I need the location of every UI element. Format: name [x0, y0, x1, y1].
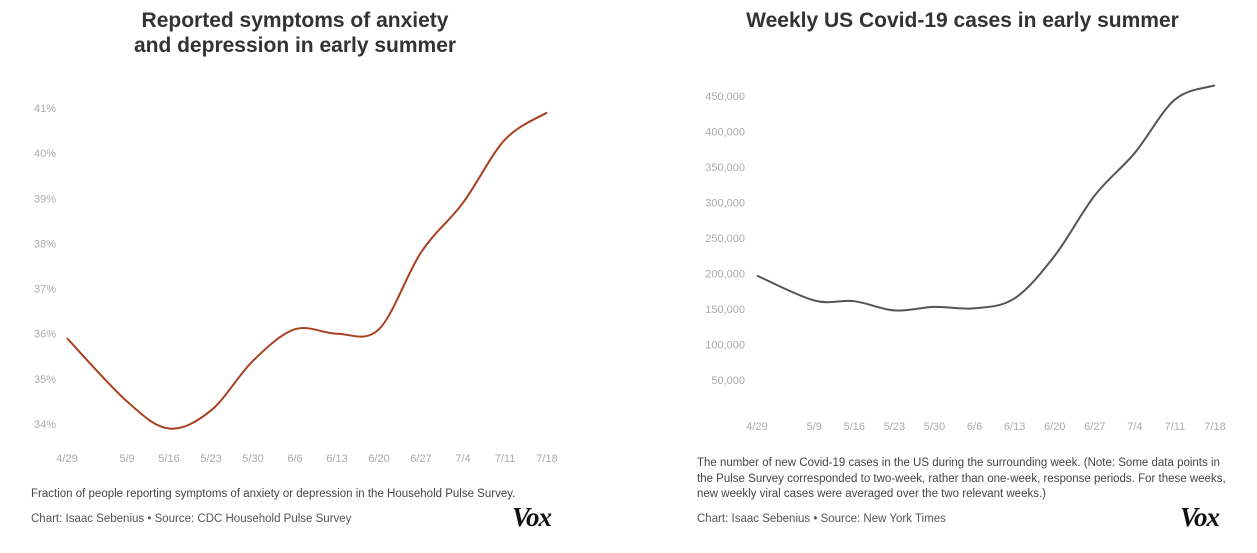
x-tick-label: 6/13 — [1004, 421, 1025, 433]
vox-logo: Vox — [1180, 502, 1220, 532]
chart-1-note: Fraction of people reporting symptoms of… — [31, 488, 516, 500]
x-tick-label: 5/16 — [158, 453, 179, 465]
y-tick-label: 34% — [34, 419, 56, 431]
y-tick-label: 400,000 — [705, 127, 745, 139]
x-tick-label: 6/27 — [1084, 421, 1105, 433]
y-tick-label: 38% — [34, 238, 56, 250]
x-tick-label: 6/6 — [287, 453, 302, 465]
y-tick-label: 36% — [34, 329, 56, 341]
vox-logo: Vox — [512, 502, 552, 532]
x-tick-label: 5/9 — [807, 421, 822, 433]
y-tick-label: 300,000 — [705, 198, 745, 210]
x-tick-label: 6/20 — [368, 453, 389, 465]
y-tick-label: 450,000 — [705, 91, 745, 103]
x-tick-label: 7/11 — [1165, 421, 1186, 433]
x-tick-label: 4/29 — [56, 453, 77, 465]
series-line — [756, 84, 1216, 312]
y-tick-label: 37% — [34, 284, 56, 296]
x-tick-label: 4/29 — [746, 421, 767, 433]
chart-2-title-line: Weekly US Covid-19 cases in early summer — [746, 9, 1179, 32]
x-tick-label: 5/16 — [844, 421, 865, 433]
y-tick-label: 250,000 — [705, 233, 745, 245]
chart-1-title-line: Reported symptoms of anxiety — [141, 9, 449, 32]
x-tick-label: 6/6 — [967, 421, 982, 433]
y-tick-label: 150,000 — [705, 304, 745, 316]
x-tick-label: 6/20 — [1044, 421, 1065, 433]
chart-2-note: The number of new Covid-19 cases in the … — [697, 457, 1226, 500]
y-tick-label: 35% — [34, 374, 56, 386]
y-tick-label: 350,000 — [705, 162, 745, 174]
x-tick-label: 5/23 — [200, 453, 221, 465]
chart-1-title-line: and depression in early summer — [133, 34, 457, 57]
x-tick-label: 5/9 — [119, 453, 134, 465]
x-tick-label: 6/13 — [326, 453, 347, 465]
x-tick-label: 7/11 — [495, 453, 516, 465]
x-tick-label: 5/30 — [242, 453, 263, 465]
chart-2-credit: Chart: Isaac Sebenius • Source: New York… — [697, 513, 946, 525]
chart-1-title: Reported symptoms of anxiety and depress… — [60, 8, 530, 58]
x-tick-label: 7/18 — [536, 453, 557, 465]
series-line — [66, 111, 548, 430]
chart-1-credit: Chart: Isaac Sebenius • Source: CDC Hous… — [31, 513, 352, 525]
x-tick-label: 5/30 — [924, 421, 945, 433]
x-tick-label: 7/18 — [1204, 421, 1225, 433]
y-tick-label: 41% — [34, 103, 56, 115]
y-tick-label: 50,000 — [711, 375, 745, 387]
y-tick-label: 100,000 — [705, 340, 745, 352]
x-tick-label: 7/4 — [455, 453, 470, 465]
x-tick-label: 6/27 — [410, 453, 431, 465]
x-tick-label: 5/23 — [884, 421, 905, 433]
y-tick-label: 39% — [34, 193, 56, 205]
chart-2-title: Weekly US Covid-19 cases in early summer — [700, 8, 1225, 33]
x-tick-label: 7/4 — [1127, 421, 1142, 433]
y-tick-label: 200,000 — [705, 269, 745, 281]
y-tick-label: 40% — [34, 148, 56, 160]
